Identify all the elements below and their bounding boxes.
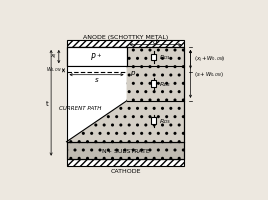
Bar [151,54,156,61]
Text: $R_{D2}$: $R_{D2}$ [159,80,171,89]
Bar [66,142,184,159]
Text: N+ SUBSTRATE: N+ SUBSTRATE [102,148,149,153]
Text: $d$: $d$ [152,37,159,46]
Text: p: p [131,70,135,76]
Text: $s$: $s$ [94,75,99,83]
Bar [66,48,184,159]
Bar [66,159,184,166]
Text: $(x_j + W_{0,ON})$: $(x_j + W_{0,ON})$ [193,55,225,65]
Text: $x_j$: $x_j$ [50,53,57,62]
Text: CURRENT PATH: CURRENT PATH [59,106,102,111]
Text: CATHODE: CATHODE [110,168,141,173]
Bar [66,48,184,142]
Bar [151,118,156,125]
Bar [66,48,126,67]
Text: t: t [46,100,49,106]
Bar [66,41,184,48]
Text: ANODE (SCHOTTKY METAL): ANODE (SCHOTTKY METAL) [83,35,168,40]
Text: $R_{D3}$: $R_{D3}$ [159,117,171,126]
Bar [151,81,156,88]
Text: $(s + W_{0,ON})$: $(s + W_{0,ON})$ [193,70,224,79]
Polygon shape [66,67,126,142]
Text: $W_{0,ON}$: $W_{0,ON}$ [46,66,62,74]
Text: $R_{D1}$: $R_{D1}$ [159,53,171,62]
Text: $P^+$: $P^+$ [90,52,103,63]
